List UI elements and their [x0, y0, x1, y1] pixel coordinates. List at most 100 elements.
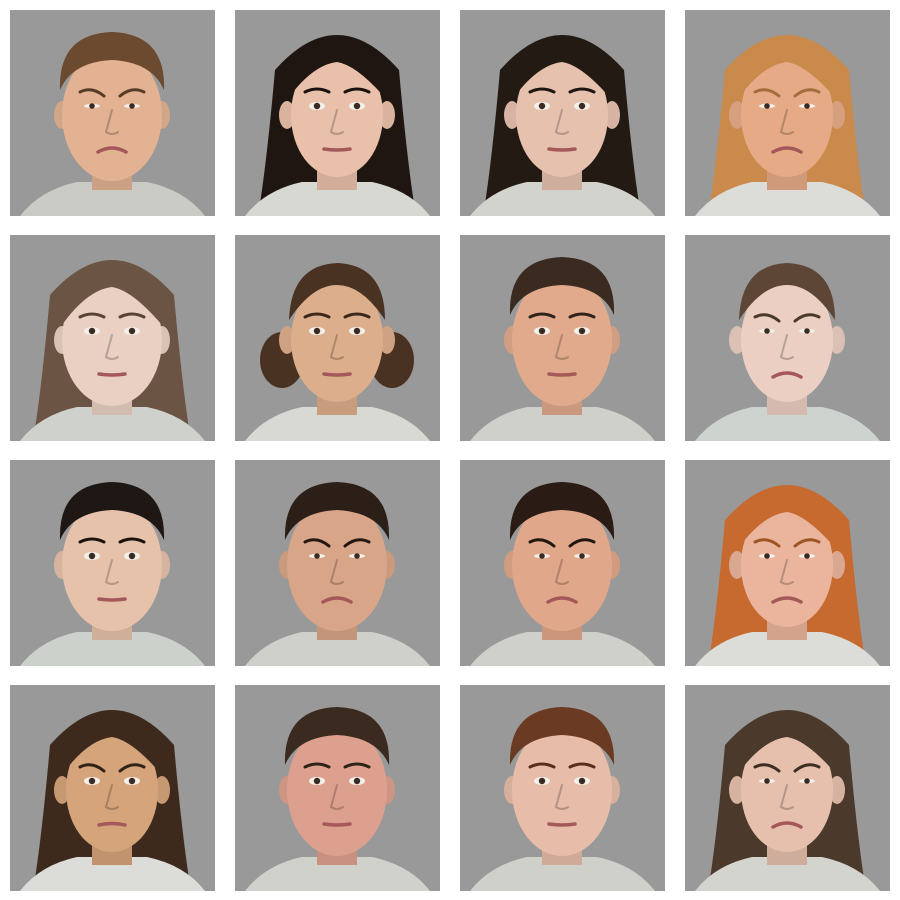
hair-top [284, 707, 390, 765]
nose [554, 334, 569, 360]
shirt [470, 182, 655, 216]
shirt [20, 857, 205, 891]
shirt [695, 632, 880, 666]
shirt [20, 407, 205, 441]
face-photo-tile [235, 10, 440, 216]
eye-right-pupil [578, 102, 586, 110]
face [512, 499, 612, 631]
eyebrow-left [528, 538, 556, 548]
face [291, 278, 383, 402]
eyebrow-right [118, 88, 146, 98]
eye-left-pupil [89, 103, 95, 109]
ear-left [54, 776, 70, 804]
ear-left [729, 551, 745, 579]
face [62, 499, 162, 631]
shirt [695, 182, 880, 216]
ear-right [829, 101, 845, 129]
face-photo-tile [685, 10, 890, 216]
nose [554, 109, 569, 135]
face-photo-tile [235, 235, 440, 441]
face [512, 274, 612, 406]
eyebrow-left [78, 537, 106, 544]
mouth [97, 597, 127, 602]
eye-left-pupil [764, 103, 770, 109]
eye-right-pupil [579, 553, 585, 559]
ear-right [154, 776, 170, 804]
face-photo-tile [235, 460, 440, 666]
hair-top [289, 263, 385, 320]
eyebrow-right [118, 763, 146, 773]
hair-top [509, 482, 615, 540]
face-photo-tile [235, 685, 440, 891]
face-portrait [470, 35, 655, 216]
mouth [547, 372, 577, 377]
face-portrait [695, 263, 880, 441]
eye-right-pupil [354, 553, 360, 559]
face [516, 53, 608, 177]
face [741, 53, 833, 177]
eyebrow-right [343, 538, 371, 548]
face-portrait [470, 707, 655, 891]
ear-left [279, 101, 295, 129]
eye-left-pupil [538, 777, 546, 785]
mouth [547, 147, 577, 152]
nose [779, 559, 794, 585]
face [62, 49, 162, 181]
face-photo-tile [460, 10, 665, 216]
eyebrow-right [793, 763, 821, 773]
face-portrait [20, 482, 205, 666]
mouth [97, 372, 127, 377]
hair-top [62, 263, 163, 325]
eyebrow-right [343, 87, 371, 94]
eye-left-pupil [88, 777, 96, 785]
eye-right-pupil [804, 328, 810, 334]
hair-top [59, 32, 165, 90]
eye-right-pupil [578, 327, 586, 335]
eyebrow-left [303, 312, 331, 319]
hair-top [287, 38, 388, 100]
face-portrait [20, 710, 205, 891]
nose [779, 784, 794, 810]
mouth [322, 372, 352, 377]
eye-right-pupil [353, 777, 361, 785]
hair-top [739, 263, 835, 320]
shirt [20, 182, 205, 216]
ear-left [279, 326, 295, 354]
ear-left [504, 101, 520, 129]
ear-right [829, 326, 845, 354]
shirt [470, 857, 655, 891]
face-photo-tile [10, 10, 215, 216]
ear-left [729, 326, 745, 354]
ear-right [379, 101, 395, 129]
eye-left-pupil [764, 553, 770, 559]
face-photo-tile [10, 235, 215, 441]
face [287, 724, 387, 856]
shirt [470, 407, 655, 441]
eyebrow-left [753, 313, 781, 323]
nose [554, 784, 569, 810]
eyebrow-right [568, 538, 596, 548]
mouth [771, 146, 803, 154]
nose [329, 109, 344, 135]
face-portrait [20, 32, 205, 216]
hair-top [284, 482, 390, 540]
face-portrait [245, 482, 430, 666]
face-photo-tile [685, 235, 890, 441]
face [287, 499, 387, 631]
eyebrow-right [568, 312, 596, 319]
eyebrow-left [303, 538, 331, 548]
nose [329, 784, 344, 810]
eye-left-pupil [538, 327, 546, 335]
face [62, 274, 162, 406]
face [512, 724, 612, 856]
face-portrait [470, 482, 655, 666]
ear-right [829, 551, 845, 579]
mouth [771, 371, 803, 379]
face [741, 278, 833, 402]
ear-right [379, 326, 395, 354]
eyebrow-left [753, 538, 781, 548]
nose [329, 559, 344, 585]
ear-right [829, 776, 845, 804]
shirt [695, 407, 880, 441]
eyebrow-right [568, 87, 596, 94]
